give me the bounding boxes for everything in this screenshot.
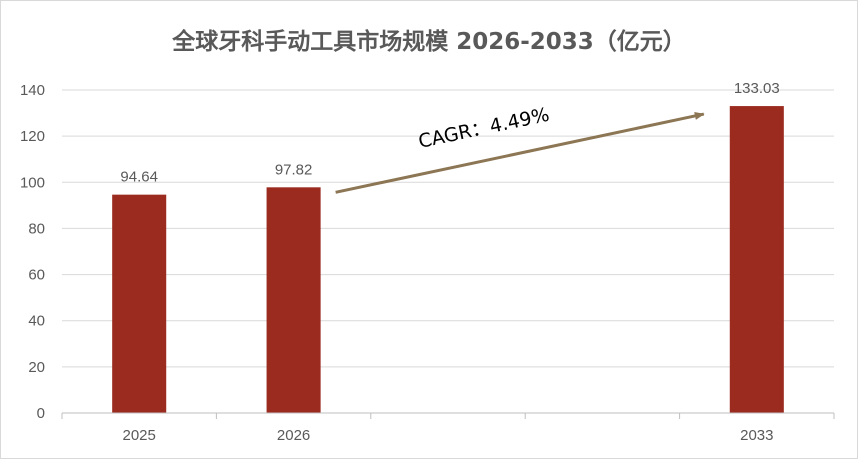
y-tick-label: 60 (28, 267, 45, 284)
cagr-arrow (335, 112, 705, 194)
y-tick-label: 120 (20, 128, 45, 145)
y-tick-label: 80 (28, 220, 45, 237)
bar-2026 (266, 187, 321, 413)
y-tick-label: 0 (37, 405, 45, 422)
x-tick-label-2025: 2025 (123, 427, 156, 444)
y-tick-label: 140 (20, 82, 45, 99)
y-tick-label: 20 (28, 359, 45, 376)
bar-2025 (112, 194, 167, 413)
y-tick-label: 100 (20, 174, 45, 191)
x-tick-label-2033: 2033 (740, 427, 773, 444)
y-tick-label: 40 (28, 313, 45, 330)
data-label-2025: 94.64 (120, 169, 158, 186)
bar-2033 (729, 106, 784, 414)
data-label-2026: 97.82 (275, 161, 313, 178)
data-label-2033: 133.03 (734, 80, 780, 97)
x-tick-label-2026: 2026 (277, 427, 310, 444)
cagr-label: CAGR：4.49% (416, 104, 551, 153)
chart-title: 全球牙科手动工具市场规模 2026-2033（亿元） (172, 29, 686, 55)
